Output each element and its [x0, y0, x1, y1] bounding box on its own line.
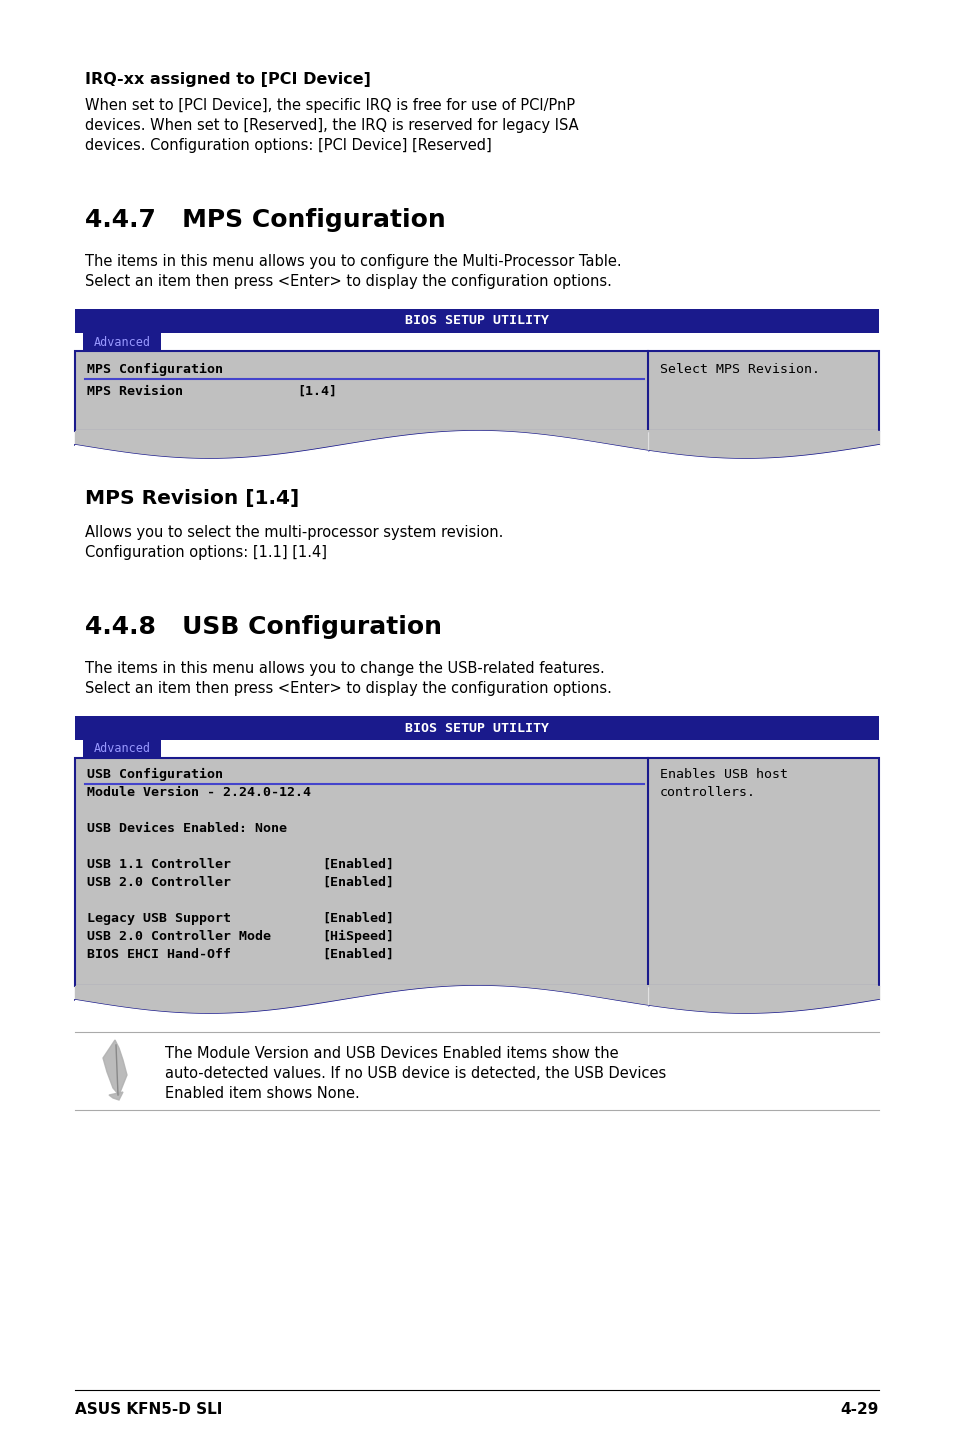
Text: When set to [PCI Device], the specific IRQ is free for use of PCI/PnP: When set to [PCI Device], the specific I…	[85, 98, 575, 114]
Bar	[75, 716, 878, 741]
Text: ASUS KFN5-D SLI: ASUS KFN5-D SLI	[75, 1402, 222, 1416]
Text: 4-29: 4-29	[840, 1402, 878, 1416]
Bar	[75, 758, 878, 986]
Text: Enables USB host: Enables USB host	[659, 768, 787, 781]
Text: USB 1.1 Controller: USB 1.1 Controller	[87, 858, 231, 871]
Text: Select an item then press <Enter> to display the configuration options.: Select an item then press <Enter> to dis…	[85, 682, 611, 696]
Text: Advanced: Advanced	[93, 742, 151, 755]
Text: MPS Configuration: MPS Configuration	[87, 362, 223, 377]
Text: The items in this menu allows you to change the USB-related features.: The items in this menu allows you to cha…	[85, 661, 604, 676]
Text: BIOS EHCI Hand-Off: BIOS EHCI Hand-Off	[87, 948, 231, 961]
Text: Select MPS Revision.: Select MPS Revision.	[659, 362, 820, 375]
Text: IRQ-xx assigned to [PCI Device]: IRQ-xx assigned to [PCI Device]	[85, 72, 371, 88]
Text: BIOS SETUP UTILITY: BIOS SETUP UTILITY	[405, 722, 548, 735]
Text: [Enabled]: [Enabled]	[322, 912, 394, 925]
Text: MPS Revision [1.4]: MPS Revision [1.4]	[85, 489, 299, 508]
Bar	[76, 985, 877, 986]
Polygon shape	[109, 1091, 123, 1100]
Text: [1.4]: [1.4]	[296, 385, 336, 398]
Text: Module Version - 2.24.0-12.4: Module Version - 2.24.0-12.4	[87, 787, 311, 800]
Text: auto-detected values. If no USB device is detected, the USB Devices: auto-detected values. If no USB device i…	[165, 1066, 665, 1081]
Text: Allows you to select the multi-processor system revision.: Allows you to select the multi-processor…	[85, 525, 503, 541]
Polygon shape	[103, 1040, 127, 1094]
Bar	[75, 309, 878, 334]
Text: Legacy USB Support: Legacy USB Support	[87, 912, 231, 925]
Text: USB 2.0 Controller Mode: USB 2.0 Controller Mode	[87, 930, 271, 943]
Text: MPS Revision: MPS Revision	[87, 385, 183, 398]
Text: USB Devices Enabled: None: USB Devices Enabled: None	[87, 823, 287, 835]
Bar	[83, 334, 161, 351]
Text: [HiSpeed]: [HiSpeed]	[322, 930, 394, 943]
Text: devices. When set to [Reserved], the IRQ is reserved for legacy ISA: devices. When set to [Reserved], the IRQ…	[85, 118, 578, 132]
Text: USB 2.0 Controller: USB 2.0 Controller	[87, 876, 231, 889]
Text: 4.4.7   MPS Configuration: 4.4.7 MPS Configuration	[85, 209, 445, 232]
Text: Select an item then press <Enter> to display the configuration options.: Select an item then press <Enter> to dis…	[85, 275, 611, 289]
Text: [Enabled]: [Enabled]	[322, 858, 394, 871]
Text: The Module Version and USB Devices Enabled items show the: The Module Version and USB Devices Enabl…	[165, 1045, 618, 1061]
Text: [Enabled]: [Enabled]	[322, 876, 394, 889]
Bar	[83, 741, 161, 758]
Bar	[75, 351, 878, 431]
Text: Enabled item shows None.: Enabled item shows None.	[165, 1086, 359, 1102]
Bar	[76, 430, 877, 431]
Text: USB Configuration: USB Configuration	[87, 768, 223, 781]
Text: controllers.: controllers.	[659, 787, 755, 800]
Text: The items in this menu allows you to configure the Multi-Processor Table.: The items in this menu allows you to con…	[85, 255, 621, 269]
Text: Advanced: Advanced	[93, 335, 151, 348]
Text: Configuration options: [1.1] [1.4]: Configuration options: [1.1] [1.4]	[85, 545, 327, 559]
Text: BIOS SETUP UTILITY: BIOS SETUP UTILITY	[405, 315, 548, 328]
Text: devices. Configuration options: [PCI Device] [Reserved]: devices. Configuration options: [PCI Dev…	[85, 138, 491, 152]
Text: [Enabled]: [Enabled]	[322, 948, 394, 961]
Text: 4.4.8   USB Configuration: 4.4.8 USB Configuration	[85, 615, 441, 638]
